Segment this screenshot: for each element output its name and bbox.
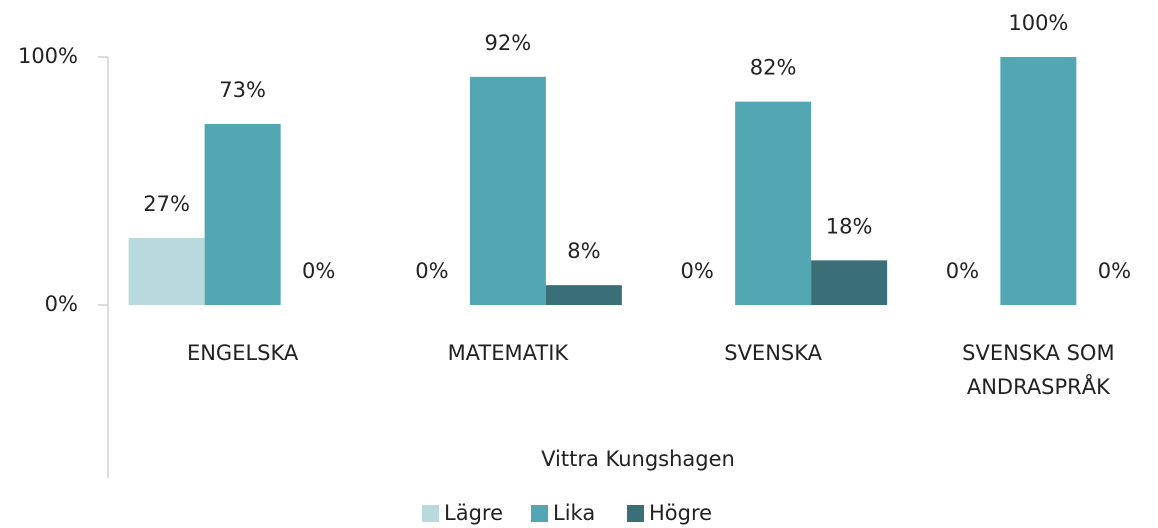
bar xyxy=(469,76,546,305)
y-tick-label: 100% xyxy=(18,44,78,68)
bar xyxy=(811,260,888,305)
legend-swatch xyxy=(627,505,644,522)
value-label: 0% xyxy=(946,259,979,283)
legend-label: Lägre xyxy=(444,501,503,525)
x-tick-label: SVENSKA xyxy=(724,341,823,365)
value-label: 92% xyxy=(485,31,532,55)
value-label: 0% xyxy=(680,259,713,283)
legend-label: Lika xyxy=(553,501,595,525)
bar xyxy=(1000,57,1077,305)
bar xyxy=(128,238,205,305)
value-label: 0% xyxy=(1098,259,1131,283)
legend-swatch xyxy=(422,505,439,522)
y-tick-label: 0% xyxy=(45,292,78,316)
value-label: 27% xyxy=(143,192,190,216)
bar xyxy=(735,101,812,305)
x-tick-label: ENGELSKA xyxy=(186,341,299,365)
value-label: 82% xyxy=(750,56,797,80)
value-label: 0% xyxy=(415,259,448,283)
x-tick-label: SVENSKA SOM ANDRASPRÅK xyxy=(962,341,1115,399)
value-label: 0% xyxy=(302,259,335,283)
value-label: 100% xyxy=(1008,11,1068,35)
x-axis-label: Vittra Kungshagen xyxy=(541,447,735,471)
bar xyxy=(545,285,622,305)
value-label: 8% xyxy=(567,239,600,263)
value-label: 18% xyxy=(826,214,873,238)
bar xyxy=(204,123,281,306)
x-tick-label: MATEMATIK xyxy=(447,341,569,365)
value-label: 73% xyxy=(219,78,266,102)
legend-swatch xyxy=(531,505,548,522)
legend-label: Högre xyxy=(649,501,712,525)
